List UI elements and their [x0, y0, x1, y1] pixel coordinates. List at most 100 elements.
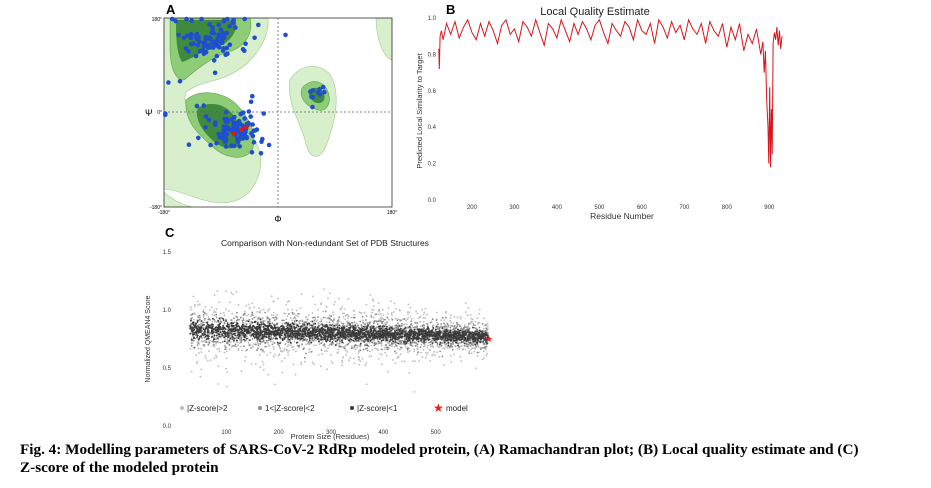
zscore-point [214, 311, 217, 314]
zscore-point [433, 350, 435, 353]
zscore-point [198, 323, 201, 326]
rama-point [242, 131, 248, 137]
zscore-point [249, 339, 251, 341]
zscore-point [226, 322, 229, 324]
zscore-point [223, 322, 226, 325]
quality-ytick-label: 1.0 [428, 16, 437, 22]
zscore-point [292, 317, 295, 320]
zscore-point [467, 326, 470, 328]
zscore-xtick-label: 200 [274, 430, 285, 436]
rama-ytick-mid: 0° [157, 110, 162, 116]
quality-xtick-label: 600 [637, 205, 648, 211]
zscore-point [202, 314, 205, 316]
zscore-point [458, 348, 461, 350]
zscore-point [303, 330, 306, 333]
zscore-point [331, 320, 334, 322]
rama-point [235, 139, 241, 145]
zscore-point [275, 322, 278, 325]
zscore-point [476, 330, 478, 333]
rama-point [244, 121, 250, 127]
zscore-point [322, 334, 325, 336]
zscore-point [193, 333, 195, 336]
zscore-point [334, 340, 337, 343]
zscore-point [325, 323, 328, 326]
zscore-point [360, 324, 363, 326]
zscore-point [365, 362, 368, 364]
zscore-point [287, 337, 289, 339]
zscore-point [200, 347, 202, 350]
zscore-point [401, 322, 403, 325]
zscore-point [238, 318, 240, 321]
zscore-point [196, 344, 199, 346]
zscore-point [464, 326, 466, 329]
zscore-point [375, 334, 378, 336]
zscore-point [341, 341, 343, 344]
zscore-point [193, 346, 196, 349]
zscore-point [226, 385, 228, 388]
zscore-point [361, 333, 364, 336]
zscore-point [226, 337, 229, 340]
zscore-point [298, 336, 301, 339]
zscore-point [361, 315, 364, 318]
zscore-point [262, 368, 265, 371]
rama-ytick-bottom: -180° [150, 205, 162, 211]
zscore-point [424, 352, 427, 354]
zscore-point [371, 298, 374, 301]
zscore-point [338, 297, 340, 300]
zscore-point [415, 342, 418, 344]
zscore-point [468, 352, 471, 355]
zscore-point [429, 360, 431, 362]
zscore-point [322, 316, 325, 319]
zscore-point [477, 345, 480, 348]
zscore-point [198, 352, 200, 355]
rama-point [211, 39, 217, 44]
zscore-point [247, 327, 250, 330]
zscore-point [285, 340, 288, 343]
zscore-point [449, 331, 452, 334]
zscore-point [420, 339, 423, 342]
zscore-point [338, 342, 341, 345]
zscore-point [193, 312, 196, 314]
zscore-point [333, 317, 335, 320]
zscore-point [305, 335, 308, 337]
zscore-point [280, 350, 282, 352]
zscore-point [470, 348, 473, 350]
zscore-point [190, 308, 193, 311]
zscore-point [383, 325, 386, 328]
zscore-point [251, 311, 254, 314]
zscore-point [245, 314, 248, 317]
zscore-point [469, 342, 471, 344]
zscore-point [400, 342, 402, 345]
zscore-point [479, 340, 481, 343]
zscore-point [440, 319, 442, 321]
zscore-point [423, 330, 425, 333]
zscore-ytick-label: 0.5 [163, 366, 172, 372]
zscore-point [467, 329, 469, 331]
zscore-point [474, 324, 477, 327]
zscore-point [445, 312, 447, 314]
quality-ytick-label: 0.4 [428, 125, 437, 131]
zscore-point [483, 324, 486, 327]
zscore-point [207, 316, 210, 318]
zscore-point [317, 308, 319, 311]
rama-point [183, 46, 189, 51]
zscore-point [467, 343, 470, 346]
zscore-point [313, 332, 315, 334]
zscore-point [259, 342, 262, 345]
zscore-point [247, 313, 250, 316]
zscore-point [192, 334, 194, 337]
zscore-point [253, 343, 255, 346]
zscore-point [213, 310, 216, 312]
zscore-point [373, 340, 376, 342]
zscore-point [219, 319, 221, 321]
zscore-point [202, 315, 205, 318]
zscore-point [436, 343, 439, 345]
rama-region-outer-4 [375, 17, 393, 61]
zscore-point [240, 349, 243, 352]
zscore-point [365, 383, 368, 386]
zscore-point [366, 322, 369, 325]
zscore-point [424, 317, 426, 319]
zscore-point [215, 354, 217, 357]
zscore-point [342, 327, 344, 330]
